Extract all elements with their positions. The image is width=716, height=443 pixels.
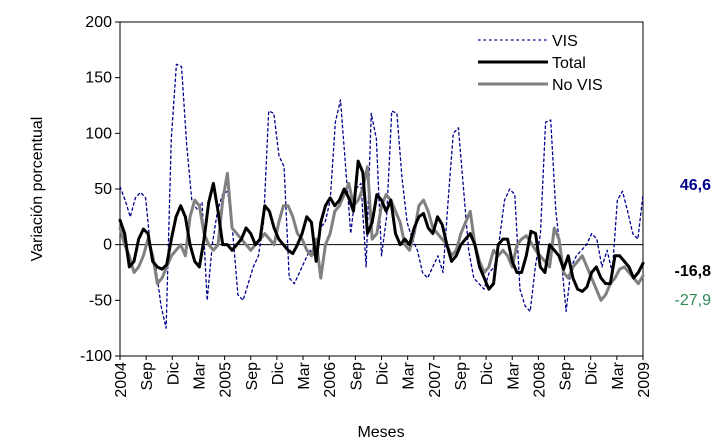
legend-label: No VIS (552, 77, 603, 94)
x-tick-label: Sep (244, 362, 261, 391)
x-tick-label: Mar (610, 361, 627, 389)
y-tick-label: 150 (85, 70, 112, 87)
y-tick-label: 50 (94, 181, 112, 198)
legend-label: Total (552, 55, 586, 72)
end-value-label: 46,6 (680, 177, 711, 194)
x-tick-label: 2006 (322, 362, 339, 398)
x-tick-label: Dic (165, 362, 182, 385)
x-tick-label: Mar (401, 361, 418, 389)
y-tick-label: 200 (85, 14, 112, 31)
legend-label: VIS (552, 33, 578, 50)
end-value-label: -27,9 (675, 292, 712, 309)
series-line-vis (119, 63, 644, 329)
x-axis-title: Meses (357, 424, 404, 441)
x-tick-label: Sep (139, 362, 156, 391)
x-axis: 2004 Sep Dic Mar 2005 Sep Dic Mar 2006 Sep Dic Mar 2… (113, 244, 653, 398)
x-tick-label: Dic (584, 362, 601, 385)
end-labels: 46,6 -16,8 -27,9 (675, 177, 712, 309)
y-tick-label: -100 (80, 348, 112, 365)
plot-area (119, 21, 644, 357)
x-tick-label: Mar (505, 361, 522, 389)
x-tick-label: Dic (479, 362, 496, 385)
series-line-no-vis (118, 165, 645, 302)
end-value-label: -16,8 (675, 263, 712, 280)
series-line-total (118, 159, 645, 293)
x-tick-label: Mar (191, 361, 208, 389)
x-tick-label: 2005 (218, 362, 235, 398)
y-tick-label: 0 (103, 237, 112, 254)
x-tick-label: 2007 (427, 362, 444, 398)
x-tick-label: Sep (348, 362, 365, 391)
x-tick-label: Dic (375, 362, 392, 385)
legend: VIS Total No VIS (478, 33, 603, 94)
x-tick-label: 2009 (636, 362, 653, 398)
y-axis: 200 150 100 50 0 -50 -100 (80, 14, 120, 365)
x-tick-label: 2004 (113, 362, 130, 398)
x-tick-label: Mar (296, 361, 313, 389)
y-tick-label: 100 (85, 125, 112, 142)
series-layer (118, 63, 645, 329)
y-tick-label: -50 (89, 292, 112, 309)
x-tick-label: Sep (453, 362, 470, 391)
x-tick-label: Sep (558, 362, 575, 391)
y-axis-title: Variación porcentual (29, 117, 46, 262)
x-tick-label: 2008 (531, 362, 548, 398)
x-tick-label: Dic (270, 362, 287, 385)
